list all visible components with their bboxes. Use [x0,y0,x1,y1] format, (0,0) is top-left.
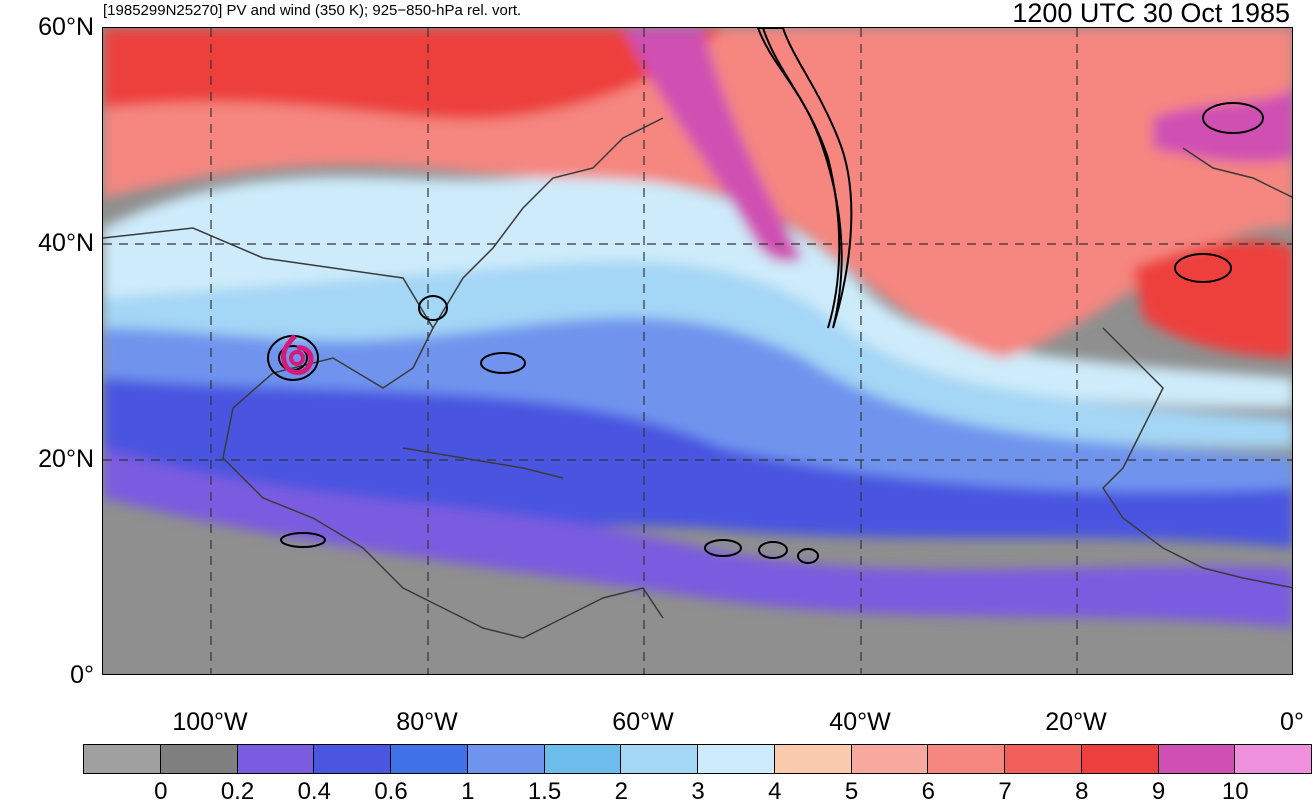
lat-label-0: 0° [70,661,94,689]
lon-label-20w: 20°W [1045,708,1107,736]
pv-map [103,28,1292,674]
colorbar-tick-label: 0 [154,778,168,805]
lon-label-100w: 100°W [172,708,248,736]
colorbar-swatch [927,744,1005,774]
colorbar-tick-label: 6 [921,778,935,805]
colorbar-swatch [236,744,315,774]
lon-label-60w: 60°W [612,708,674,736]
lat-label-40n: 40°N [38,229,94,257]
colorbar-swatch [697,744,775,774]
colorbar-swatch [1080,744,1159,774]
pv-band-purple [103,448,1292,628]
colorbar-swatch [620,744,698,774]
colorbar-tick-label: 7 [998,778,1012,805]
colorbar-tick-label: 3 [691,778,705,805]
hurricane-symbol [280,334,314,375]
colorbar-swatch [159,744,238,774]
colorbar-swatch [850,744,929,774]
lat-label-60n: 60°N [38,13,94,41]
colorbar-tick-label: 1 [461,778,475,805]
colorbar-swatch [466,744,545,774]
lat-label-20n: 20°N [38,445,94,473]
colorbar-tick-label: 1.5 [527,778,562,805]
colorbar-tick-label: 0.2 [220,778,255,805]
pv-high-red [103,28,723,120]
colorbar-swatch [773,744,852,774]
colorbar-swatch [1234,744,1312,774]
colorbar-swatch [390,744,468,774]
lon-label-0: 0° [1280,708,1304,736]
colorbar-swatch [83,744,161,774]
colorbar-tick-label: 4 [768,778,782,805]
colorbar [83,744,1312,774]
colorbar-tick-label: 2 [614,778,628,805]
pv-high-east [1133,239,1292,358]
colorbar-swatch [1004,744,1082,774]
coastlines [103,117,1292,639]
colorbar-tick-label: 5 [844,778,859,805]
colorbar-tick-label: 8 [1075,778,1089,805]
colorbar-tick-label: 0.6 [374,778,408,805]
colorbar-tick-label: 10 [1221,778,1249,805]
graticule [103,28,1292,674]
colorbar-swatch [313,744,391,774]
pv-streamer-east [1153,89,1292,163]
title-left: [1985299N25270] PV and wind (350 K); 925… [103,2,522,19]
pv-streamer-magenta [623,28,803,262]
colorbar-swatch [1157,744,1236,774]
lon-label-80w: 80°W [396,708,458,736]
map-panel [102,27,1293,675]
colorbar-swatch [543,744,622,774]
lon-label-40w: 40°W [829,708,891,736]
title-right: 1200 UTC 30 Oct 1985 [1012,0,1290,28]
colorbar-tick-label: 0.4 [297,778,331,805]
colorbar-tick-label: 9 [1151,778,1166,805]
vorticity-contours [267,28,1264,564]
